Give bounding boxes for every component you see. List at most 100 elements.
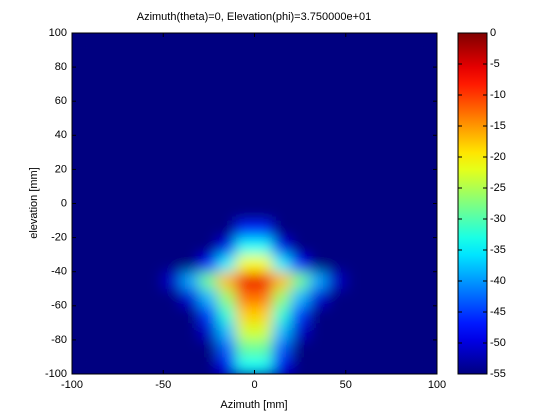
heat-cell [199,151,219,170]
heat-cell [254,322,274,341]
heat-cell [400,100,420,119]
heat-cell [400,185,420,204]
y-tick-label: 40 [55,129,67,141]
heat-cell [217,237,237,256]
heat-cell [400,117,420,136]
heat-cell [290,220,310,239]
heat-cell [272,151,292,170]
heat-cell [308,220,328,239]
colorbar-tick-label: -20 [490,151,506,163]
heat-cell [199,203,219,222]
heat-cell [327,134,347,153]
heat-cell [400,271,420,290]
heat-cell [217,271,237,290]
heat-cell [217,33,237,51]
heat-cell [181,168,201,187]
heat-cell [308,339,328,358]
heat-cell [72,83,91,102]
heat-cell [254,134,274,153]
heat-cell [181,203,201,222]
heat-cell [72,33,91,51]
heat-cell [126,33,146,51]
heat-cell [72,237,91,256]
heat-cell [181,271,201,290]
heat-cell [254,288,274,307]
heat-cell [345,254,365,273]
heat-cell [108,151,128,170]
heat-cell [400,305,420,324]
heat-cell [89,185,109,204]
heat-cell [72,117,91,136]
y-tick-label: -20 [51,232,67,244]
heat-cell [327,185,347,204]
heat-cell [272,203,292,222]
heat-cell [235,322,255,341]
heat-cell [108,134,128,153]
heat-cell [418,254,437,273]
heat-cell [418,49,437,68]
heat-cell [108,185,128,204]
heat-cell [308,356,328,374]
heat-cell [217,168,237,187]
heat-cell [162,83,182,102]
heat-cell [327,83,347,102]
heat-cell [308,49,328,68]
heat-cell [89,203,109,222]
heat-cell [199,237,219,256]
heat-cell [108,117,128,136]
heat-cell [217,305,237,324]
heat-cell [363,305,383,324]
heat-cell [272,117,292,136]
heat-cell [290,339,310,358]
heat-cell [235,237,255,256]
heat-cell [272,339,292,358]
heat-cell [126,83,146,102]
heat-cell [400,220,420,239]
heat-cell [89,322,109,341]
heat-cell [89,49,109,68]
heat-cell [254,33,274,51]
colorbar-tick-label: -15 [490,120,506,132]
heat-cell [345,83,365,102]
heat-cell [308,185,328,204]
heat-cell [345,339,365,358]
heat-cell [199,66,219,85]
heat-cell [199,49,219,68]
heat-cell [308,134,328,153]
heat-cell [126,322,146,341]
heat-cell [217,100,237,119]
heat-cell [181,49,201,68]
heat-cell [381,83,401,102]
heat-cell [89,168,109,187]
heat-cell [327,33,347,51]
heat-cell [272,49,292,68]
heat-cell [272,271,292,290]
heat-cell [126,288,146,307]
heat-cell [89,305,109,324]
heat-cell [327,339,347,358]
heat-cell [235,185,255,204]
heat-cell [217,134,237,153]
heat-cell [181,100,201,119]
heat-cell [290,185,310,204]
heat-cell [199,134,219,153]
plot-clip [72,33,437,374]
heat-cell [126,254,146,273]
heat-cell [126,49,146,68]
heat-cell [381,356,401,374]
heat-cell [89,356,109,374]
colorbar-tick-label: -55 [490,368,506,380]
heat-cell [363,151,383,170]
heat-cell [400,83,420,102]
heat-cell [418,203,437,222]
heat-cell [217,49,237,68]
heat-cell [235,288,255,307]
heat-cell [400,66,420,85]
heat-cell [89,100,109,119]
heat-cell [217,66,237,85]
heat-cell [418,168,437,187]
heat-cell [72,66,91,85]
heat-cell [181,66,201,85]
heat-cell [144,134,164,153]
heat-cell [290,33,310,51]
